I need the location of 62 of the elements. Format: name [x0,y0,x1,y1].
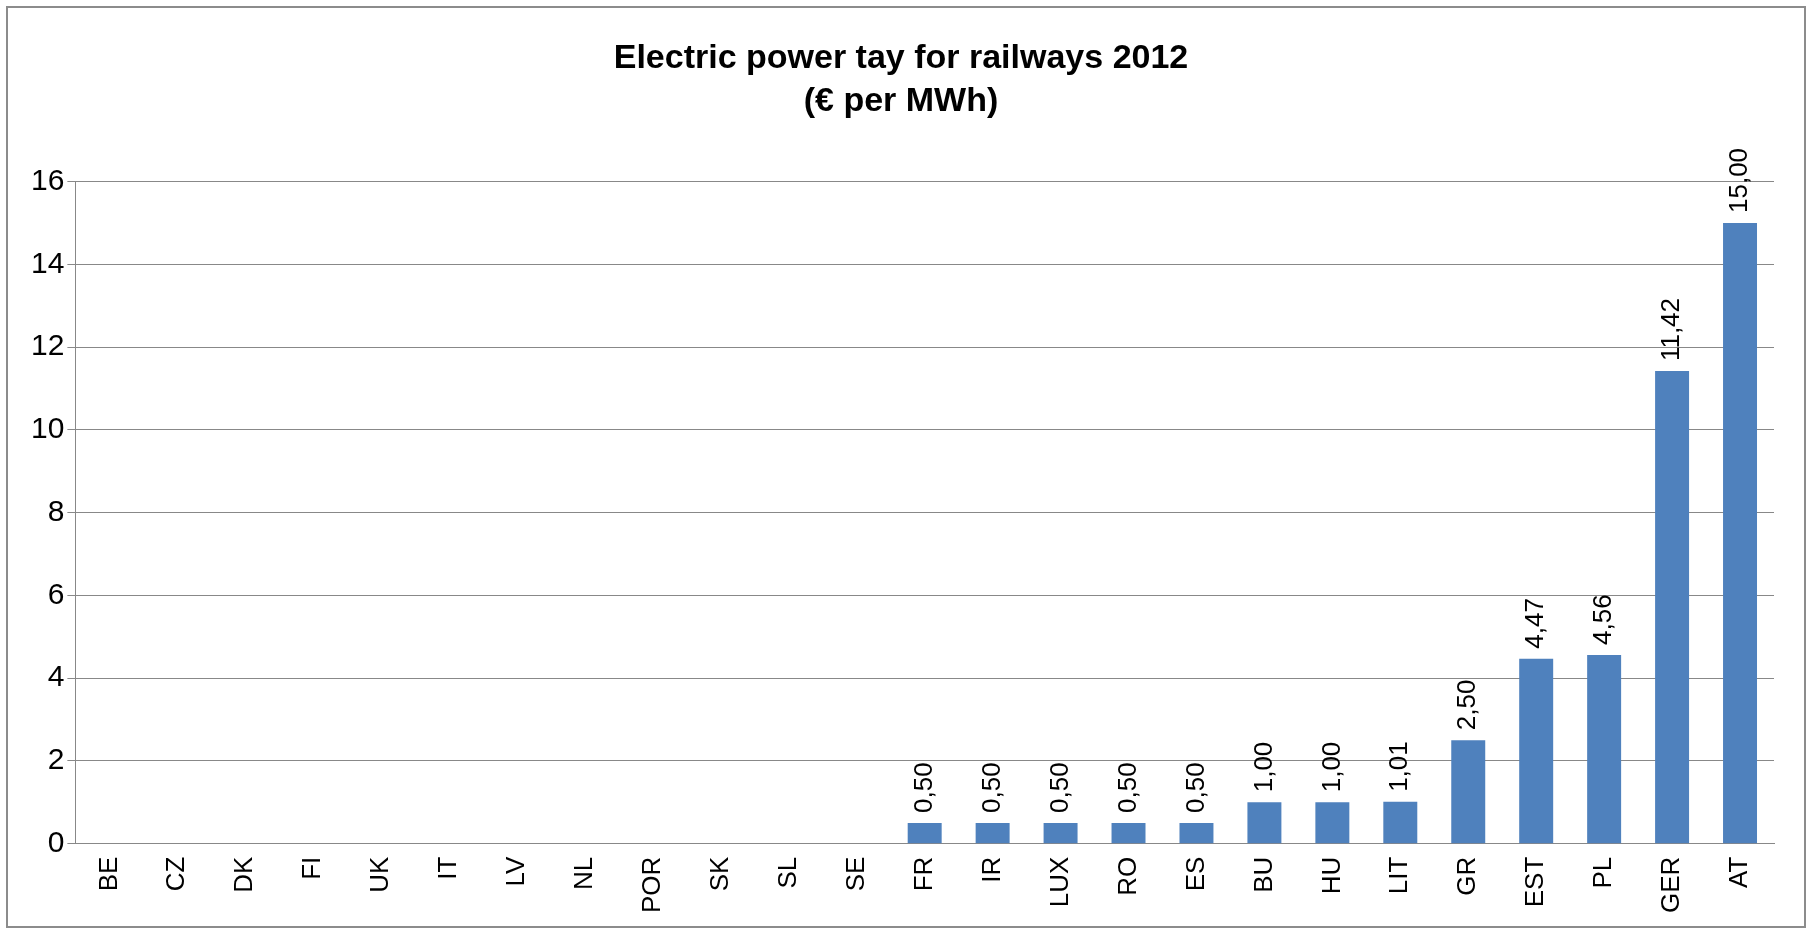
bar [1723,222,1758,844]
y-tick-label: 8 [47,493,65,527]
x-tick-label: UK [364,856,395,893]
data-label: 15,00 [1723,147,1754,213]
x-tick-label: BE [92,856,123,892]
x-tick-label: LIT [1383,856,1414,895]
y-tick-label: 6 [47,576,65,610]
x-tick-label: POR [636,856,667,913]
data-label: 11,42 [1655,297,1686,362]
x-tick-label: HU [1315,856,1346,895]
data-label: 0,50 [907,762,938,813]
x-tick-label: GER [1655,856,1686,913]
x-tick-label: LUX [1043,856,1074,908]
x-tick-label: AT [1723,856,1754,888]
bar [1315,802,1350,844]
x-tick-label: NL [568,856,599,890]
y-tick-label: 12 [30,328,65,362]
data-label: 1,00 [1315,741,1346,793]
x-tick-label: EST [1519,856,1550,908]
y-tick-label: 0 [47,824,65,858]
bar [1519,658,1554,844]
data-label: 2,50 [1451,679,1482,731]
data-label: 4,56 [1587,594,1618,645]
data-label: 0,50 [1043,762,1074,813]
y-tick-label: 10 [30,411,65,445]
chart-title: Electric power tay for railways 2012 [613,36,1189,75]
bar [1451,740,1486,844]
x-tick-label: FR [907,856,938,892]
data-label: 1,01 [1383,741,1414,792]
x-tick-label: FI [296,856,327,880]
x-tick-label: CZ [160,856,191,892]
x-tick-label: GR [1451,856,1482,896]
x-tick-label: SL [771,856,802,889]
data-label: 1,00 [1247,741,1278,793]
bar [1179,822,1214,844]
x-tick-label: SK [704,856,735,892]
x-tick-label: IT [432,856,463,880]
bar [1247,802,1282,844]
data-label: 4,47 [1519,598,1550,649]
y-tick-label: 16 [30,162,65,196]
bar [975,822,1010,844]
x-tick-label: ES [1179,856,1210,892]
data-label: 0,50 [1179,762,1210,813]
x-tick-label: SE [839,856,870,892]
x-tick-label: IR [975,856,1006,883]
data-label: 0,50 [1111,762,1142,813]
y-tick-label: 14 [30,245,65,279]
x-tick-label: PL [1587,856,1618,889]
data-label: 0,50 [975,762,1006,813]
x-tick-label: LV [500,856,531,887]
bar [1587,654,1622,844]
bar [1111,822,1146,844]
x-tick-label: RO [1111,856,1142,896]
bar [1655,371,1690,844]
bar [1383,801,1418,844]
bar [907,822,942,844]
chart-subtitle: (€ per MWh) [803,79,999,118]
bar [1043,822,1078,844]
x-tick-label: BU [1247,856,1278,893]
x-tick-label: DK [228,856,259,893]
y-tick-label: 2 [47,742,65,776]
y-tick-label: 4 [47,659,65,693]
